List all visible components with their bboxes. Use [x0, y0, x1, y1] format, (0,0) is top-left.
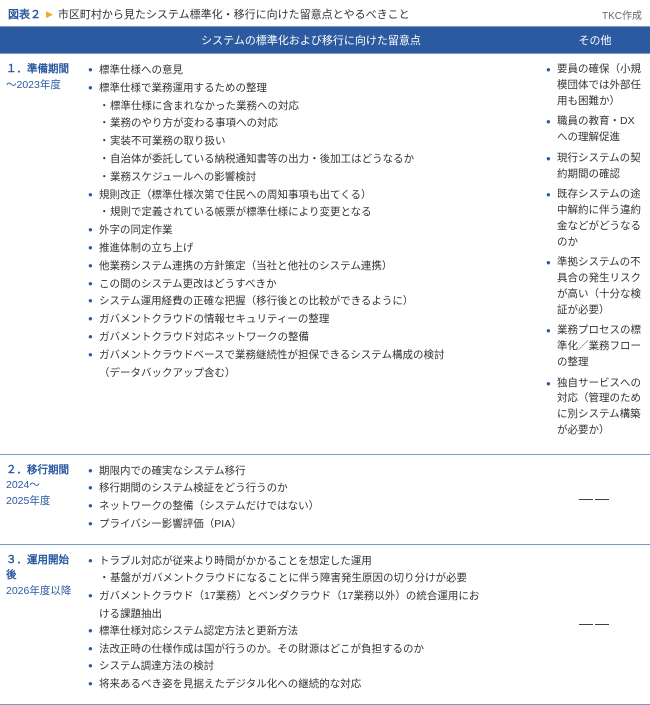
list-item: 独自サービスへの対応（管理のために別システム構築が必要か）	[546, 376, 644, 439]
list-item: 移行期間のシステム検証をどう行うのか	[88, 480, 534, 497]
sub-list-item: 標準仕様に含まれなかった業務への対応	[99, 98, 534, 115]
list-item: システム調達方法の検討	[88, 658, 534, 675]
list-item: この間のシステム更改はどうすべきか	[88, 276, 534, 293]
list-item: ガバメントクラウド対応ネットワークの整備	[88, 329, 534, 346]
sub-list-item: 実装不可業務の取り扱い	[99, 133, 534, 150]
list-item: システム運用経費の正確な把握（移行後との比較ができるように）	[88, 293, 534, 310]
list-item: 推進体制の立ち上げ	[88, 240, 534, 257]
list-item: プライバシー影響評価（PIA）	[88, 516, 534, 533]
table-row: ２．移行期間2024～2025年度期限内での確実なシステム移行移行期間のシステム…	[0, 454, 650, 544]
table-row: ３．運用開始後2026年度以降トラブル対応が従来より時間がかかることを想定した運…	[0, 544, 650, 704]
list-item: ガバメントクラウドベースで業務継続性が担保できるシステム構成の検討	[88, 347, 534, 364]
figure-header: 図表２ ▶ 市区町村から見たシステム標準化・移行に向けた留意点とやるべきこと T…	[0, 0, 650, 26]
list-item: トラブル対応が従来より時間がかかることを想定した運用	[88, 553, 534, 570]
list-item: 要員の確保（小規模団体では外部任用も困難か）	[546, 62, 644, 109]
credit: TKC作成	[602, 7, 642, 22]
list-item: 期限内での確実なシステム移行	[88, 463, 534, 480]
sub-list-item: 自治体が委託している納税通知書等の出力・後加工はどうなるか	[99, 151, 534, 168]
figure-label: 図表２	[8, 6, 41, 22]
list-item: 標準仕様で業務運用するための整理	[88, 80, 534, 97]
list-item: 他業務システム連携の方針策定（当社と他社のシステム連携）	[88, 258, 534, 275]
phase-cell: １．準備期間～2023年度	[0, 54, 82, 455]
list-item: ネットワークの整備（システムだけではない）	[88, 498, 534, 515]
phase-cell: ３．運用開始後2026年度以降	[0, 544, 82, 704]
main-table: システムの標準化および移行に向けた留意点 その他 １．準備期間～2023年度標準…	[0, 26, 650, 705]
list-item: 業務プロセスの標準化／業務フローの整理	[546, 323, 644, 370]
list-item: 法改正時の仕様作成は国が行うのか。その財源はどこが負担するのか	[88, 641, 534, 658]
list-item: 規則改正（標準仕様次第で住民への周知事項も出てくる）	[88, 187, 534, 204]
list-item: 現行システムの契約期間の確認	[546, 151, 644, 183]
phase-cell: ２．移行期間2024～2025年度	[0, 454, 82, 544]
figure-title: 市区町村から見たシステム標準化・移行に向けた留意点とやるべきこと	[58, 6, 410, 22]
sub-list-item: 業務スケジュールへの影響検討	[99, 169, 534, 186]
list-item: 既存システムの途中解約に伴う違約金などがどうなるのか	[546, 187, 644, 250]
main-cell: トラブル対応が従来より時間がかかることを想定した運用基盤がガバメントクラウドにな…	[82, 544, 540, 704]
sub-list-item: 業務のやり方が変わる事項への対応	[99, 115, 534, 132]
list-item: 標準仕様への意見	[88, 62, 534, 79]
list-item: 標準仕様対応システム認定方法と更新方法	[88, 623, 534, 640]
triangle-icon: ▶	[46, 9, 53, 20]
col-phase-header	[0, 27, 82, 54]
sub-list-item: 規則で定義されている帳票が標準仕様により変更となる	[99, 204, 534, 221]
main-cell: 期限内での確実なシステム移行移行期間のシステム検証をどう行うのかネットワークの整…	[82, 454, 540, 544]
other-cell: 要員の確保（小規模団体では外部任用も困難か） 職員の教育・DXへの理解促進現行シス…	[540, 54, 650, 455]
sub-list-item: 基盤がガバメントクラウドになることに伴う障害発生原因の切り分けが必要	[99, 570, 534, 587]
list-item: 外字の同定作業	[88, 222, 534, 239]
list-item: ガバメントクラウド（17業務）とベンダクラウド（17業務以外）の統合運用にお	[88, 588, 534, 605]
other-cell: ――	[540, 454, 650, 544]
col-main-header: システムの標準化および移行に向けた留意点	[82, 27, 540, 54]
list-item: ガバメントクラウドの情報セキュリティーの整理	[88, 311, 534, 328]
list-item: 将来あるべき姿を見据えたデジタル化への継続的な対応	[88, 676, 534, 693]
col-other-header: その他	[540, 27, 650, 54]
other-cell: ――	[540, 544, 650, 704]
list-item: 職員の教育・DXへの理解促進	[546, 114, 644, 146]
table-row: １．準備期間～2023年度標準仕様への意見標準仕様で業務運用するための整理標準仕…	[0, 54, 650, 455]
list-item: 準拠システムの不具合の発生リスクが高い（十分な検証が必要）	[546, 255, 644, 318]
main-cell: 標準仕様への意見標準仕様で業務運用するための整理標準仕様に含まれなかった業務への…	[82, 54, 540, 455]
